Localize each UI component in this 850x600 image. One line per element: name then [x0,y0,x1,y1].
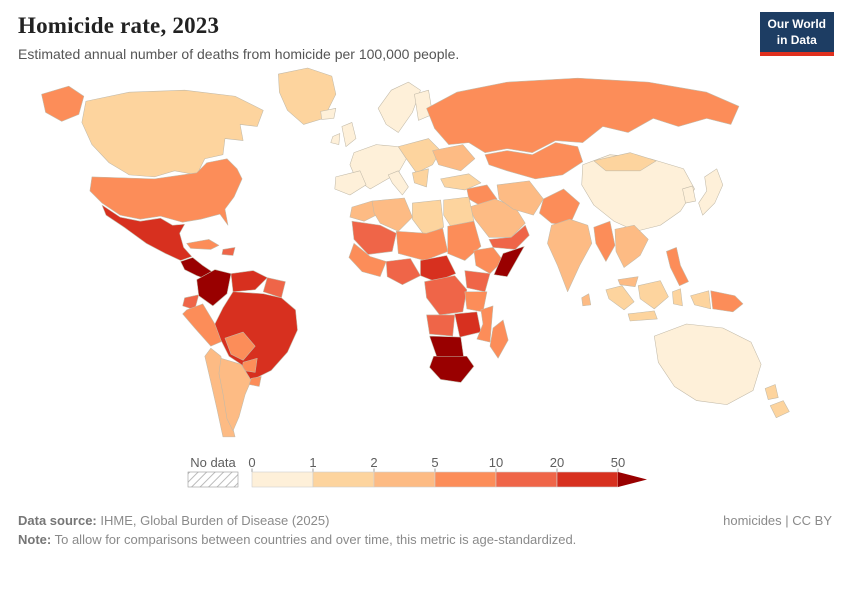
region-iberia[interactable] [334,170,367,196]
region-bolivia[interactable] [224,331,256,361]
note-label: Note: [18,531,52,547]
region-alaska[interactable] [41,85,85,122]
data-source-link[interactable]: IHME, Global Burden of Disease (2025) [100,513,330,528]
region-united-states[interactable] [89,158,243,226]
region-mexico[interactable] [101,204,192,261]
legend-tick-50: 50 [611,455,625,470]
chart-subtitle: Estimated annual number of deaths from h… [18,46,460,62]
region-japan[interactable] [698,168,724,216]
region-papua-new-guinea[interactable] [710,290,744,313]
legend-tick-2: 2 [370,455,377,470]
region-british-isles[interactable] [330,122,357,147]
region-south-africa[interactable] [429,355,475,383]
region-indochina[interactable] [614,224,649,268]
region-italy[interactable] [387,170,409,196]
region-philippines[interactable] [666,247,689,286]
region-kazakhstan[interactable] [484,142,584,180]
data-source-line: Data source: IHME, Global Burden of Dise… [18,512,329,531]
region-afghanistan-pakistan[interactable] [539,188,580,226]
legend-tick-10: 10 [489,455,503,470]
region-myanmar[interactable] [593,220,616,262]
region-brazil[interactable] [214,291,298,381]
region-saudi-arabia[interactable] [468,198,526,238]
region-venezuela[interactable] [230,270,268,293]
region-namibia-botswana[interactable] [429,335,465,359]
region-balkans[interactable] [412,168,429,188]
region-uruguay[interactable] [248,376,262,387]
region-iceland[interactable] [320,108,337,120]
region-morocco[interactable] [349,200,381,222]
region-somalia[interactable] [493,246,525,277]
legend-bin-1-2[interactable] [312,471,375,488]
region-central-europe[interactable] [398,138,441,174]
region-russia[interactable] [426,77,740,153]
region-mongolia[interactable] [593,152,657,172]
region-iran[interactable] [496,180,544,216]
data-source-label: Data source: [18,513,97,528]
note-line: Note: To allow for comparisons between c… [18,531,832,550]
chart-header: Homicide rate, 2023 Estimated annual num… [0,0,850,64]
region-turkey[interactable] [440,173,482,191]
legend-tick-0: 0 [248,455,255,470]
region-korea[interactable] [682,185,696,204]
region-niger-chad[interactable] [396,227,448,261]
legend-bin-10-20[interactable] [495,471,558,488]
region-india[interactable] [547,218,593,293]
region-sri-lanka[interactable] [581,293,592,307]
legend-svg: No data 0 1 2 5 10 20 50 [187,455,647,488]
region-nigeria-ghana[interactable] [385,258,421,285]
note-text: To allow for comparisons between countri… [54,531,577,547]
region-kenya-uganda[interactable] [464,270,491,293]
page-title: Homicide rate, 2023 [18,13,220,38]
legend-bin-2-5[interactable] [373,471,436,488]
owid-logo[interactable]: Our World in Data [759,12,834,57]
region-west-papua[interactable] [690,290,711,310]
legend-no-data-label: No data [190,455,236,470]
region-ukraine[interactable] [432,144,476,172]
region-scandinavia[interactable] [377,81,421,133]
region-mozambique[interactable] [476,305,494,343]
region-ethiopia[interactable] [473,247,504,274]
legend-arrow-50-plus[interactable] [618,472,647,487]
region-cuba[interactable] [186,239,220,250]
owid-logo-line1: Our World [767,17,826,31]
region-argentina[interactable] [218,357,252,432]
region-australia[interactable] [654,323,762,405]
region-drc[interactable] [424,275,468,316]
legend-bin-20-50[interactable] [556,471,619,488]
region-angola[interactable] [426,314,456,337]
region-malaysia[interactable] [617,276,639,287]
region-west-africa[interactable] [348,243,387,277]
credit-link[interactable]: homicides | CC BY [723,513,832,528]
chart-footer: Data source: IHME, Global Burden of Dise… [0,500,850,550]
legend-bin-0-1[interactable] [251,471,314,488]
region-mali-mauritania[interactable] [351,220,397,255]
region-hispaniola[interactable] [221,247,236,256]
region-peru[interactable] [182,303,226,347]
world-choropleth-map [41,67,790,438]
region-madagascar[interactable] [489,319,509,359]
region-new-zealand[interactable] [764,384,790,418]
owid-logo-line2: in Data [776,32,817,47]
legend-bin-5-10[interactable] [434,471,497,488]
legend-tick-5: 5 [431,455,438,470]
world-map-container [0,64,850,454]
legend-tick-1: 1 [309,455,316,470]
map-legend: No data 0 1 2 5 10 20 50 [0,455,850,500]
legend-no-data-swatch[interactable] [187,471,239,488]
region-indonesia[interactable] [605,280,683,322]
region-zambia-zimbabwe[interactable] [454,311,482,338]
region-canada[interactable] [81,89,264,178]
region-sudan[interactable] [447,220,482,261]
legend-tick-20: 20 [550,455,564,470]
